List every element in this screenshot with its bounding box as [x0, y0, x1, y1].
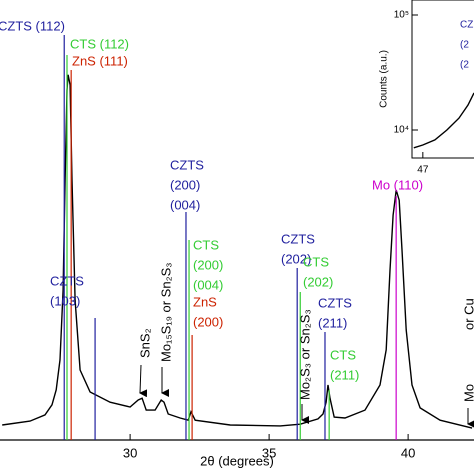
annotation: CZTS [318, 295, 352, 310]
annotation: (200) [193, 257, 223, 272]
annotation: (200) [193, 314, 223, 329]
x-axis-label: 2θ (degrees) [200, 453, 274, 468]
annotation: (004) [170, 197, 200, 212]
inset-y-label: Counts (a.u.) [379, 50, 390, 108]
x-tick-label: 47 [417, 165, 429, 176]
annotation: ZnS [193, 294, 217, 309]
arrow [139, 364, 148, 398]
y-tick-label: 10⁴ [394, 125, 409, 136]
annotation: CZTS (112) [0, 18, 65, 33]
annotation: CTS [193, 237, 219, 252]
annotation: (103) [50, 293, 80, 308]
annotation: Mo [461, 384, 474, 402]
annotation: (202) [303, 274, 333, 289]
annotation: (004) [193, 277, 223, 292]
annotation: CTS [303, 254, 329, 269]
inset-annotation: CZ [460, 20, 473, 31]
annotation: CZTS [281, 231, 315, 246]
annotation: CTS [330, 347, 356, 362]
x-tick-label: 40 [401, 445, 415, 460]
y-tick-label: 10⁵ [394, 10, 409, 21]
annotation: SnS₂ [137, 328, 152, 358]
annotation: CZTS [50, 273, 84, 288]
annotation: or Cu [461, 298, 474, 330]
inset-annotation: (2 [460, 40, 469, 51]
annotation: Mo₁₅S₁₉ or Sn₂S₃ [158, 262, 173, 362]
annotation: CTS (112) [70, 36, 129, 51]
annotation: (211) [318, 315, 347, 330]
inset-background [368, 0, 474, 178]
annotation: (211) [330, 367, 359, 382]
annotation: (202) [281, 251, 311, 266]
annotation: ZnS (111) [72, 53, 128, 68]
annotation: (200) [170, 177, 200, 192]
x-tick-label: 30 [123, 445, 137, 460]
annotation: Mo₂S₃ or Sn₂S₃ [297, 309, 312, 400]
x-tick-label: 35 [262, 445, 276, 460]
inset-frame [411, 0, 474, 159]
data-line [413, 92, 474, 149]
inset-annotation: (2 [460, 60, 469, 71]
annotation: CZTS [170, 157, 204, 172]
annotation: Mo (110) [372, 177, 423, 192]
